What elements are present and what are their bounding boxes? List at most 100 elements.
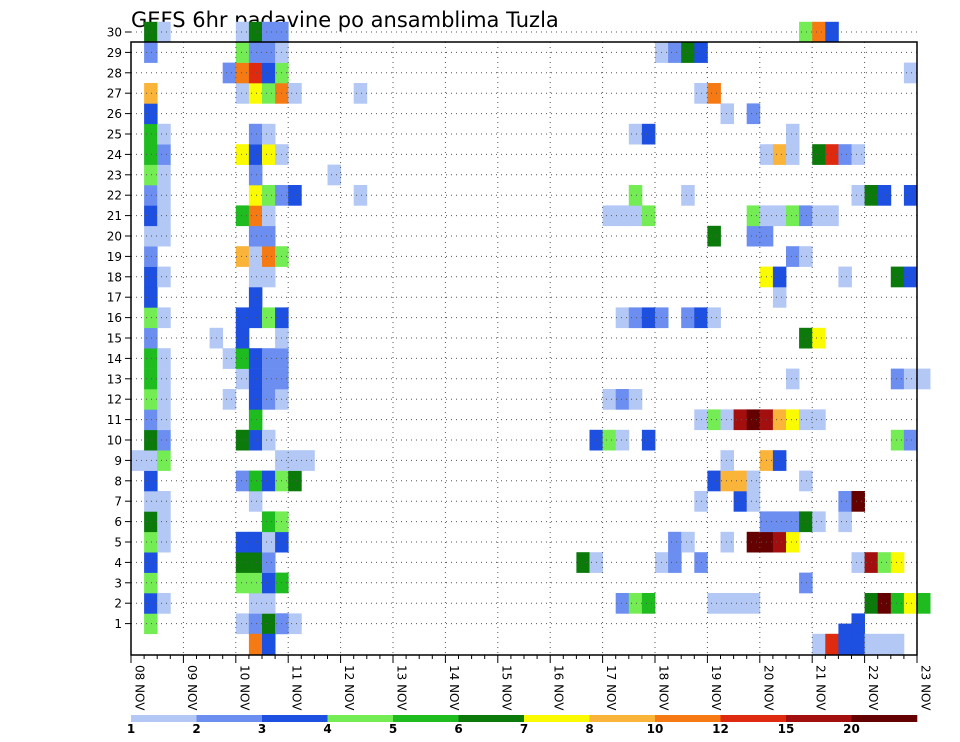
colorbar-label: 7 <box>520 722 528 736</box>
heatmap-cell <box>707 225 721 247</box>
heatmap-cell <box>262 21 276 43</box>
heatmap-cell <box>144 42 158 63</box>
heatmap-cell <box>144 491 158 512</box>
heatmap-cell <box>235 83 250 104</box>
heatmap-cell <box>262 368 276 390</box>
heatmap-cell <box>786 511 800 533</box>
heatmap-cell <box>288 83 302 104</box>
heatmap-cell <box>262 123 276 145</box>
heatmap-cell <box>131 450 145 471</box>
gridlines <box>131 31 917 655</box>
heatmap-cell <box>144 246 158 267</box>
colorbar-label: 6 <box>454 722 462 736</box>
x-tick-label: 11 NOV <box>290 665 304 711</box>
heatmap-cell <box>157 450 171 471</box>
y-tick-label: 11 <box>107 413 122 427</box>
heatmap-cell <box>248 266 263 288</box>
heatmap-cell <box>248 246 263 267</box>
x-tick-label: 13 NOV <box>395 665 409 711</box>
heatmap-cell <box>157 348 171 369</box>
heatmap-cell <box>157 389 171 410</box>
heatmap-cell <box>812 633 826 655</box>
heatmap-cell <box>157 225 171 247</box>
heatmap-cell <box>772 531 787 553</box>
heatmap-cell <box>786 144 800 165</box>
heatmap-cell <box>615 429 630 451</box>
colorbar-segment <box>393 715 459 722</box>
heatmap-cell <box>812 327 826 349</box>
x-tick-label: 10 NOV <box>237 665 251 711</box>
heatmap-cell <box>772 409 787 431</box>
colorbar-segment <box>524 715 590 722</box>
y-tick-label: 15 <box>107 332 122 346</box>
heatmap-cell <box>144 429 158 451</box>
heatmap-cell <box>641 429 656 451</box>
heatmap-cell <box>681 185 695 206</box>
heatmap-cell <box>262 511 276 533</box>
y-tick-label: 26 <box>107 107 122 121</box>
y-tick-label: 8 <box>114 474 122 488</box>
heatmap-cell <box>157 429 171 451</box>
heatmap-cell <box>799 246 813 267</box>
heatmap-cell <box>890 552 905 573</box>
heatmap-cell <box>235 368 250 390</box>
heatmap-cell <box>877 633 892 655</box>
heatmap-cell <box>262 572 276 594</box>
heatmap-cell <box>707 83 721 104</box>
heatmap-cell <box>628 205 643 227</box>
x-tick-label: 16 NOV <box>552 665 566 711</box>
heatmap-cell <box>746 531 761 553</box>
heatmap-cell <box>602 205 617 227</box>
heatmap-cell <box>262 531 276 553</box>
heatmap-cell <box>144 83 158 104</box>
heatmap-cell <box>235 327 250 349</box>
heatmap-cell <box>144 613 158 635</box>
heatmap-cell <box>235 429 250 451</box>
heatmap-cell <box>144 409 158 431</box>
heatmap-cell <box>772 144 787 165</box>
y-tick-label: 3 <box>114 576 122 590</box>
heatmap-cell <box>144 531 158 553</box>
heatmap-cell <box>235 62 250 84</box>
heatmap-cell <box>144 164 158 186</box>
heatmap-cell <box>262 307 276 329</box>
colorbar-label: 4 <box>323 722 331 736</box>
heatmap-cell <box>628 389 643 410</box>
heatmap-cell <box>668 42 682 63</box>
heatmap-cell <box>890 429 905 451</box>
heatmap-cell <box>602 429 617 451</box>
heatmap-cell <box>903 368 918 390</box>
heatmap-cell <box>288 450 302 471</box>
heatmap-cell <box>825 633 839 655</box>
y-tick-label: 5 <box>114 536 122 550</box>
heatmap-cell <box>262 429 276 451</box>
heatmap-cell <box>248 164 263 186</box>
x-tick-label: 12 NOV <box>342 665 356 711</box>
heatmap-cell <box>157 123 171 145</box>
heatmap-cell <box>248 572 263 594</box>
colorbar-segment <box>655 715 721 722</box>
heatmap-cell <box>799 327 813 349</box>
heatmap-cell <box>628 185 643 206</box>
heatmap-cell <box>248 491 263 512</box>
heatmap-cell <box>235 21 250 43</box>
heatmap-cell <box>157 164 171 186</box>
heatmap-cell <box>262 246 276 267</box>
heatmap-cell <box>157 266 171 288</box>
heatmap-cell <box>733 470 748 492</box>
heatmap-cell <box>248 389 263 410</box>
x-tick-label: 14 NOV <box>447 665 461 711</box>
heatmap-cell <box>248 348 263 369</box>
heatmap-cell <box>157 531 171 553</box>
heatmap-cell <box>890 633 905 655</box>
y-tick-label: 4 <box>114 556 122 570</box>
y-tick-label: 7 <box>114 495 122 509</box>
heatmap-cell <box>235 348 250 369</box>
heatmap-cell <box>144 348 158 369</box>
chart-title: GEFS 6hr padavine po ansamblima Tuzla <box>131 8 559 32</box>
heatmap-cell <box>720 593 734 614</box>
heatmap-cell <box>144 225 158 247</box>
y-tick-label: 21 <box>107 209 122 223</box>
heatmap-cell <box>746 409 761 431</box>
heatmap-cell <box>746 593 761 614</box>
